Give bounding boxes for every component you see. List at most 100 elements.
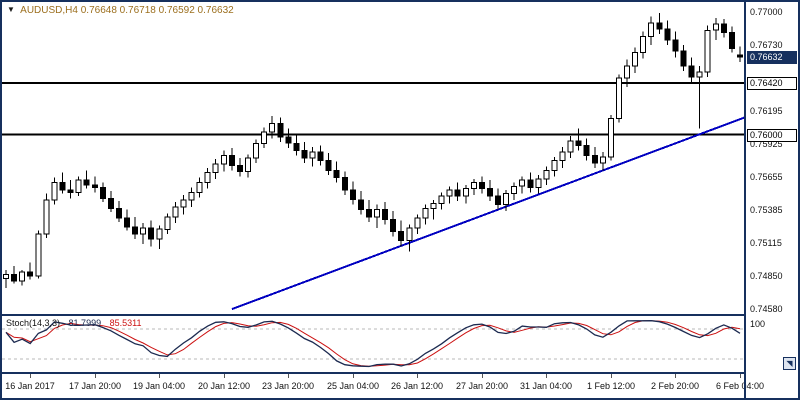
candle-body (559, 151, 566, 161)
candle-body (91, 184, 98, 188)
time-tick-mark (159, 374, 160, 378)
candle-body (253, 142, 260, 159)
time-axis-label: 25 Jan 04:00 (326, 381, 380, 391)
candle-body (704, 29, 711, 73)
price-axis-label: 0.75655 (750, 172, 783, 183)
candle-body (236, 164, 243, 172)
candle-body (567, 140, 574, 153)
time-axis-label: 27 Jan 20:00 (455, 381, 509, 391)
time-tick-mark (611, 374, 612, 378)
candle-body (607, 118, 614, 158)
time-tick-mark (288, 374, 289, 378)
stochastic-chart[interactable] (2, 316, 744, 372)
candle-body (632, 51, 639, 67)
stoch-main-line[interactable] (5, 320, 741, 368)
time-tick-mark (740, 374, 741, 378)
price-axis-label: 0.77000 (750, 6, 783, 17)
candle-body (462, 188, 469, 197)
candle-body (374, 209, 380, 218)
candle-body (382, 209, 389, 220)
candle-body (495, 195, 501, 206)
candle-body (357, 199, 364, 211)
price-axis[interactable]: 100 ◥ 0.77000 0.76730 0.76195 0.75925 0.7565… (746, 2, 798, 374)
candle-body (696, 71, 703, 78)
candle-body (83, 179, 90, 186)
candle-body (19, 271, 26, 282)
candle-body (551, 160, 558, 171)
candlestick-chart[interactable] (2, 2, 744, 314)
candle-body (172, 206, 179, 218)
time-axis[interactable]: 16 Jan 2017 17 Jan 20:00 19 Jan 04:00 20 Ja… (2, 374, 798, 398)
time-axis-label: 1 Feb 12:00 (586, 381, 636, 391)
time-axis-label: 31 Jan 04:00 (519, 381, 573, 391)
chart-ohlc-header: ▼ AUDUSD,H4 0.76648 0.76718 0.76592 0.76… (7, 5, 234, 16)
candle-body (414, 217, 421, 229)
candle-body (204, 172, 211, 183)
time-axis-label: 19 Jan 04:00 (132, 381, 186, 391)
candle-body (277, 123, 284, 138)
panel-splitter[interactable] (2, 314, 798, 316)
candle-body (422, 207, 429, 219)
candle-body (188, 191, 195, 201)
candle-body (3, 274, 9, 279)
time-tick-mark (224, 374, 225, 378)
stochastic-panel[interactable]: Stoch(14,3,3) 81.7999 85.5311 (2, 316, 744, 372)
time-axis-label: 26 Jan 12:00 (390, 381, 444, 391)
time-axis-label: 20 Jan 12:00 (197, 381, 251, 391)
candle-body (680, 50, 687, 67)
scroll-arrow-icon[interactable]: ◥ (783, 357, 796, 370)
time-tick-mark (482, 374, 483, 378)
time-tick-mark (353, 374, 354, 378)
time-axis-label: 17 Jan 20:00 (68, 381, 122, 391)
time-tick-mark (95, 374, 96, 378)
candle-body (519, 179, 526, 187)
candle-body (478, 182, 485, 190)
candle-body (228, 155, 235, 166)
price-axis-label: 0.75925 (750, 138, 783, 149)
price-axis-label: 0.74580 (750, 304, 783, 315)
candle-body (406, 227, 413, 241)
candle-body (366, 209, 372, 218)
candle-body (543, 169, 550, 180)
symbol-dropdown-icon[interactable]: ▼ (7, 5, 15, 14)
candle-body (124, 217, 130, 228)
candle-body (640, 35, 647, 53)
ohlc-close: 0.76632 (197, 5, 234, 16)
axis-divider (744, 2, 746, 398)
candle-body (115, 207, 122, 219)
price-axis-label: 0.74850 (750, 270, 783, 281)
candle-body (486, 188, 493, 197)
chart-title: AUDUSD,H4 (20, 5, 78, 16)
candle-body (728, 32, 735, 50)
candle-body (575, 140, 582, 147)
level-price-badge: 0.76420 (747, 77, 797, 91)
candlestick-panel[interactable]: ▼ AUDUSD,H4 0.76648 0.76718 0.76592 0.76… (2, 2, 744, 314)
candle-body (349, 189, 356, 201)
panel-divider (2, 372, 798, 374)
time-tick-mark (417, 374, 418, 378)
candle-body (688, 65, 695, 78)
candle-body (51, 182, 58, 201)
candle-body (390, 218, 397, 233)
candle-body (511, 185, 518, 195)
time-tick-mark (546, 374, 547, 378)
candle-body (664, 28, 671, 41)
candle-body (648, 22, 655, 37)
candle-body (285, 136, 292, 144)
stochastic-d-value: 85.5311 (109, 318, 142, 328)
candle-body (309, 151, 316, 159)
price-axis-label: 0.75385 (750, 205, 783, 216)
candle-body (438, 195, 445, 205)
candle-body (333, 169, 340, 179)
candle-body (616, 77, 622, 120)
candle-body (156, 228, 163, 240)
candle-body (261, 131, 268, 144)
candle-body (220, 155, 227, 165)
time-axis-label: 16 Jan 2017 (5, 381, 55, 391)
price-axis-label: 0.76195 (750, 105, 783, 116)
candle-body (140, 227, 147, 235)
candle-body (107, 198, 114, 209)
trendline[interactable] (231, 116, 744, 311)
time-tick-mark (30, 374, 31, 378)
